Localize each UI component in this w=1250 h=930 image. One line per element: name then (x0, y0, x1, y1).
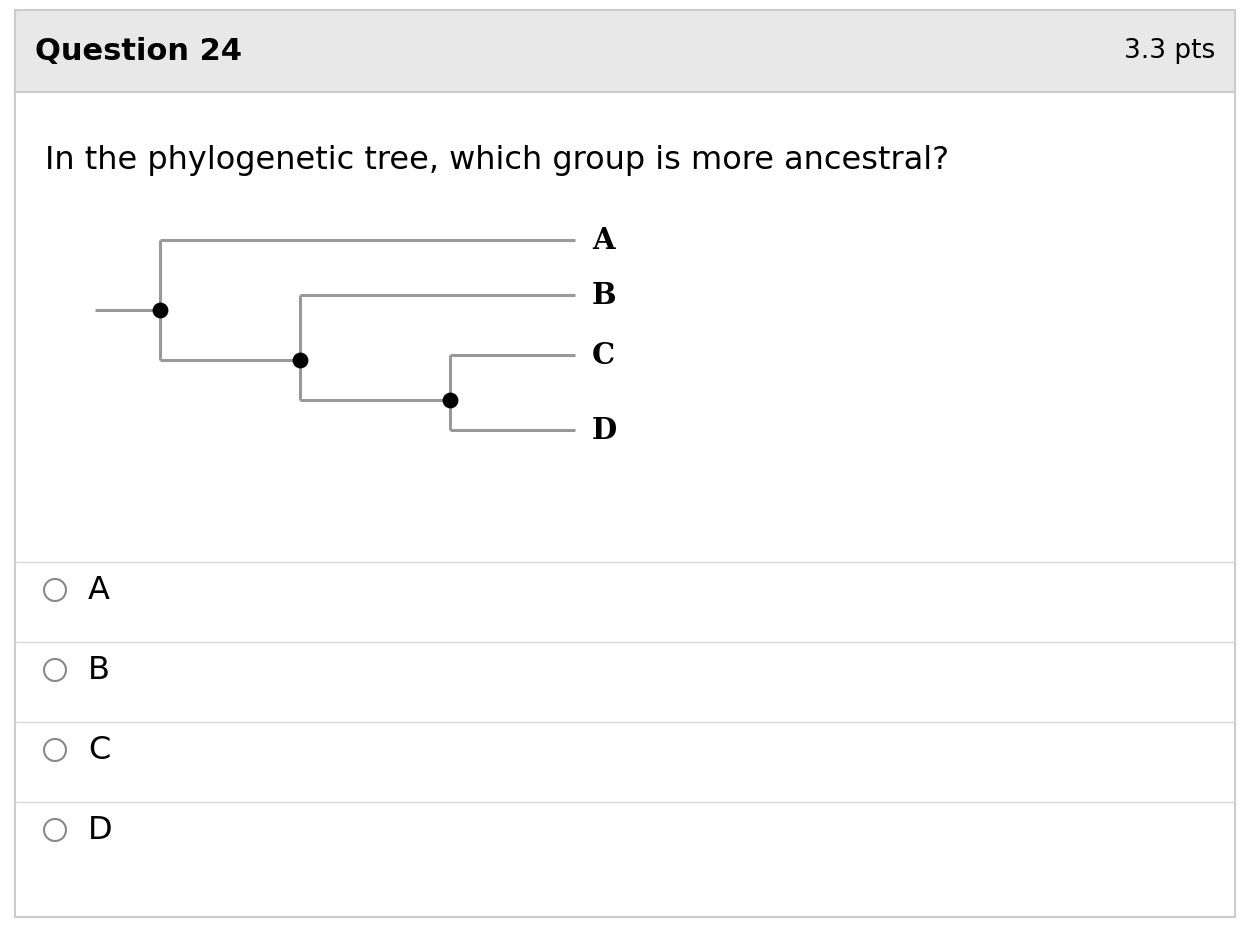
Text: D: D (88, 815, 112, 845)
FancyBboxPatch shape (15, 92, 1235, 917)
Text: C: C (88, 735, 110, 765)
Text: D: D (592, 416, 618, 445)
FancyBboxPatch shape (15, 10, 1235, 92)
Text: A: A (88, 575, 110, 605)
Text: A: A (592, 225, 615, 255)
Point (290, 352, 310, 367)
Text: B: B (592, 281, 616, 310)
Text: Question 24: Question 24 (35, 36, 242, 65)
Point (150, 302, 170, 317)
Point (440, 392, 460, 407)
Text: B: B (88, 655, 110, 685)
Text: In the phylogenetic tree, which group is more ancestral?: In the phylogenetic tree, which group is… (45, 144, 949, 176)
Text: C: C (592, 340, 615, 369)
Text: 3.3 pts: 3.3 pts (1124, 38, 1215, 64)
